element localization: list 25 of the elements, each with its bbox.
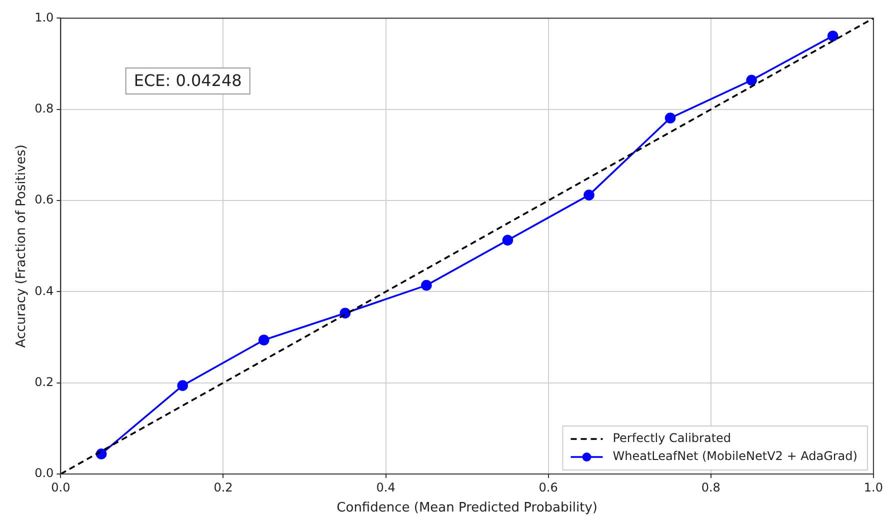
x-tick-label: 0.8	[701, 480, 720, 494]
y-tick-label: 0.8	[34, 101, 54, 116]
x-tick-label: 1.0	[864, 480, 884, 494]
y-tick-label: 0.0	[34, 466, 54, 480]
y-tick-label: 0.6	[34, 192, 54, 207]
x-tick-label: 0.6	[538, 480, 558, 494]
legend-label: Perfectly Calibrated	[612, 431, 732, 446]
point	[421, 280, 432, 291]
point	[258, 334, 270, 346]
x-axis-title: Confidence (Mean Predicted Probability)	[336, 500, 598, 516]
x-tick-label: 0.2	[214, 480, 233, 494]
annotation: ECE: 0.04248	[134, 71, 242, 90]
y-tick-label: 1.0	[34, 10, 54, 24]
point	[746, 74, 757, 86]
point	[584, 190, 594, 200]
point	[664, 112, 676, 124]
point	[177, 380, 188, 391]
y-axis-title: Accuracy (Fraction of Positives)	[14, 144, 30, 348]
x-tick-label: 0.4	[376, 480, 396, 494]
legend-label: WheatLeafNet (MobileNetV2 + AdaGrad)	[612, 449, 858, 464]
y-tick-label: 0.4	[34, 284, 54, 298]
x-tick-label: 0.0	[51, 480, 70, 494]
point	[502, 234, 514, 246]
y-tick-label: 0.2	[34, 374, 54, 389]
point	[827, 30, 838, 42]
